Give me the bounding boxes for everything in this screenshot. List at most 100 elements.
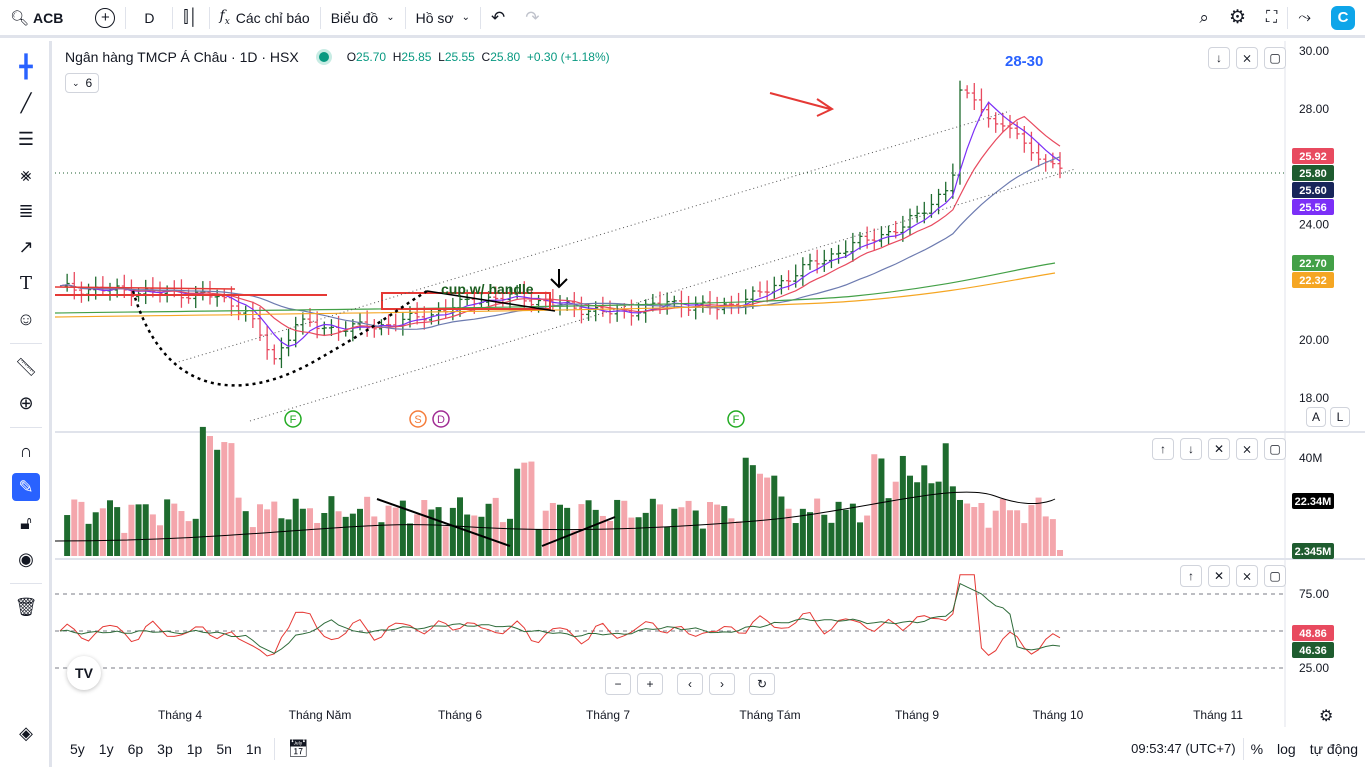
volume-bar [664, 526, 671, 556]
magnet-icon[interactable]: ∩ [19, 440, 33, 461]
volume-bar [571, 530, 578, 556]
brand-logo[interactable]: C [1321, 0, 1365, 35]
text-icon[interactable]: T [19, 272, 32, 294]
lock-drawing-icon[interactable]: ✎ [12, 473, 40, 501]
target-annotation: 28-30 [1005, 53, 1044, 70]
collapse-pane-button[interactable]: ⨯ [1236, 565, 1258, 587]
reset-chart-button[interactable]: ↻ [749, 673, 775, 695]
time-axis-label: Tháng 6 [438, 708, 482, 722]
add-circle-icon: + [95, 7, 116, 28]
goto-date-button[interactable]: 📅︎ [287, 738, 310, 758]
divider [1242, 737, 1244, 760]
close-pane-button[interactable]: ✕ [1208, 565, 1230, 587]
forecast-icon[interactable]: ≣ [18, 200, 34, 221]
volume-bar [785, 508, 792, 556]
emoji-icon[interactable]: ☺ [16, 308, 36, 329]
clock[interactable]: 09:53:47 (UTC+7) [1131, 741, 1236, 756]
volume-bar [414, 514, 421, 556]
range-1n[interactable]: 1n [245, 740, 262, 757]
range-3p[interactable]: 3p [157, 740, 173, 757]
event-marker-label: D [437, 414, 445, 426]
profile-menu[interactable]: Hồ sơ ⌄ [406, 0, 480, 35]
fullscreen-button[interactable]: ⛶ [1256, 0, 1287, 35]
range-1p[interactable]: 1p [186, 740, 203, 757]
symbol-search[interactable]: 🔍︎ ACB [0, 0, 73, 35]
interval-button[interactable]: D [144, 9, 155, 26]
collapse-pane-button[interactable]: ⨯ [1236, 47, 1258, 69]
range-6p[interactable]: 6p [127, 740, 144, 757]
gear-icon: ⚙ [1228, 7, 1246, 28]
rsi-tag [1292, 625, 1334, 641]
volume-bar [449, 507, 456, 556]
rsi-tag-label: 48.86 [1299, 628, 1327, 640]
volume-bar [999, 498, 1006, 556]
chart-canvas[interactable]: 30.00 28.00 24.00 20.00 18.00 25.92 25.80 25.60… [55, 41, 1365, 727]
percent-toggle[interactable]: % [1250, 740, 1264, 757]
brush-icon[interactable]: ↗ [18, 236, 34, 257]
fib-retracement-icon[interactable]: ☰ [17, 128, 35, 149]
time-axis-settings-icon[interactable]: ⚙ [1319, 708, 1334, 725]
log-scale-button[interactable]: L [1330, 407, 1350, 427]
volume-bar [214, 449, 221, 556]
ruler-icon[interactable]: 📏︎ [14, 356, 38, 377]
patterns-icon[interactable]: ⨳ [20, 164, 32, 185]
date-ranges: 5y 1y 6p 3p 1p 5n 1n [55, 741, 268, 757]
close-pane-button[interactable]: ✕ [1208, 438, 1230, 460]
volume-bar [64, 515, 71, 556]
scroll-right-button[interactable]: › [709, 673, 735, 695]
move-pane-up-button[interactable]: ↑ [1180, 565, 1202, 587]
trash-icon[interactable]: 🗑︎ [14, 596, 38, 617]
indicators-button[interactable]: fx Các chỉ báo [210, 0, 320, 35]
tradingview-logo[interactable]: TV [67, 656, 101, 690]
auto-toggle[interactable]: tự động [1309, 740, 1358, 757]
share-button[interactable]: ⤳ [1288, 0, 1321, 35]
auto-scale-button[interactable]: A [1306, 407, 1326, 427]
range-1y[interactable]: 1y [98, 740, 114, 757]
log-toggle[interactable]: log [1277, 740, 1296, 757]
volume-bar [685, 500, 692, 556]
volume-bar [249, 527, 256, 556]
undo-button[interactable]: ↶ [490, 7, 506, 27]
volume-bar [92, 512, 99, 556]
move-pane-up-button[interactable]: ↑ [1152, 438, 1174, 460]
move-pane-down-button[interactable]: ↓ [1208, 47, 1230, 69]
logo-icon: C [1331, 5, 1355, 30]
volume-ma-tag [1292, 493, 1334, 509]
chart-area[interactable]: 30.00 28.00 24.00 20.00 18.00 25.92 25.80 25.60… [55, 41, 1365, 727]
layers-icon[interactable]: ◈ [19, 722, 33, 743]
lock-icon[interactable]: 🔓︎ [20, 512, 32, 533]
indicators-collapse-button[interactable]: ⌄ 6 [65, 73, 100, 93]
maximize-pane-button[interactable]: ▢ [1264, 565, 1286, 587]
eye-icon[interactable]: ◉ [18, 548, 34, 569]
crosshair-icon[interactable]: ╋ [19, 54, 33, 79]
settings-button[interactable]: ⚙ [1219, 0, 1256, 35]
range-5y[interactable]: 5y [70, 740, 85, 757]
price-tag [1292, 165, 1334, 181]
maximize-pane-button[interactable]: ▢ [1264, 438, 1286, 460]
quick-search-button[interactable]: ⌕ [1199, 7, 1209, 27]
zoom-in-button[interactable]: + [637, 673, 663, 695]
volume-bar [507, 518, 513, 556]
volume-bar [1028, 505, 1035, 556]
volume-bar [1035, 497, 1042, 556]
bar-style-button[interactable]: ⫿│ [173, 0, 208, 35]
volume-bar [907, 475, 913, 556]
volume-bar [792, 523, 799, 556]
redo-button[interactable]: ↷ [525, 7, 540, 27]
chart-type-menu[interactable]: Biểu đồ ⌄ [321, 0, 405, 35]
collapse-pane-button[interactable]: ⨯ [1236, 438, 1258, 460]
indicators-label: Các chỉ báo [235, 9, 310, 26]
range-5n[interactable]: 5n [216, 740, 232, 757]
maximize-pane-button[interactable]: ▢ [1264, 47, 1286, 69]
compare-button[interactable]: + [85, 0, 125, 35]
zoom-out-button[interactable]: − [605, 673, 631, 695]
zoom-in-icon[interactable]: ⊕ [18, 392, 34, 413]
scroll-left-button[interactable]: ‹ [677, 673, 703, 695]
volume-bar [899, 455, 906, 556]
trend-line-icon[interactable]: ╱ [20, 92, 32, 113]
volume-bar [564, 507, 571, 556]
divider [208, 6, 210, 29]
volume-bar [592, 509, 599, 556]
fullscreen-icon: ⛶ [1265, 8, 1278, 26]
move-pane-down-button[interactable]: ↓ [1180, 438, 1202, 460]
